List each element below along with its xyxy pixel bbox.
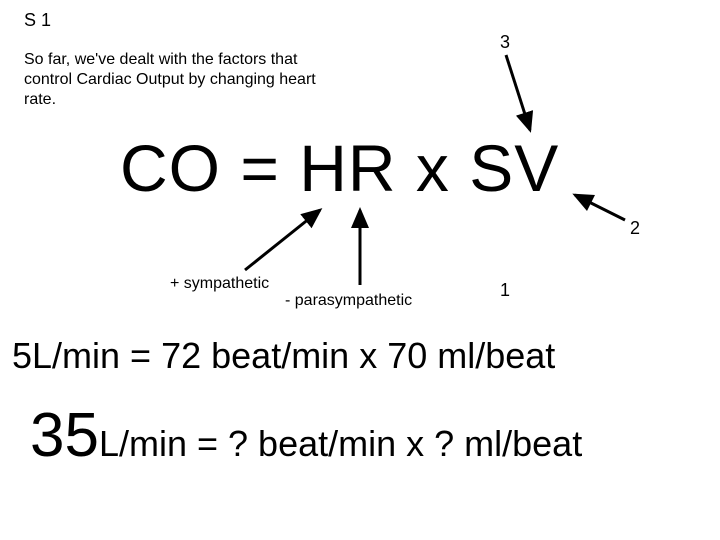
equation-line-2: 35L/min = ? beat/min x ? ml/beat (30, 400, 582, 471)
marker-3: 3 (500, 32, 510, 53)
intro-text: So far, we've dealt with the factors tha… (24, 50, 334, 110)
marker-1: 1 (500, 280, 510, 301)
arrow-3-to-sv (506, 55, 530, 130)
sympathetic-label: + sympathetic (170, 275, 269, 293)
equation-line-1: 5L/min = 72 beat/min x 70 ml/beat (12, 335, 555, 377)
arrow-2-to-sv (575, 195, 625, 220)
arrow-sym-to-hr (245, 210, 320, 270)
marker-2: 2 (630, 218, 640, 239)
equation-2-big-number: 35 (30, 401, 99, 470)
parasympathetic-label: - parasympathetic (285, 292, 412, 310)
slide-number: S 1 (24, 10, 51, 31)
slide-stage: S 1 So far, we've dealt with the factors… (0, 0, 720, 540)
equation-2-rest: L/min = ? beat/min x ? ml/beat (99, 423, 582, 464)
cardiac-output-formula: CO = HR x SV (120, 130, 559, 206)
